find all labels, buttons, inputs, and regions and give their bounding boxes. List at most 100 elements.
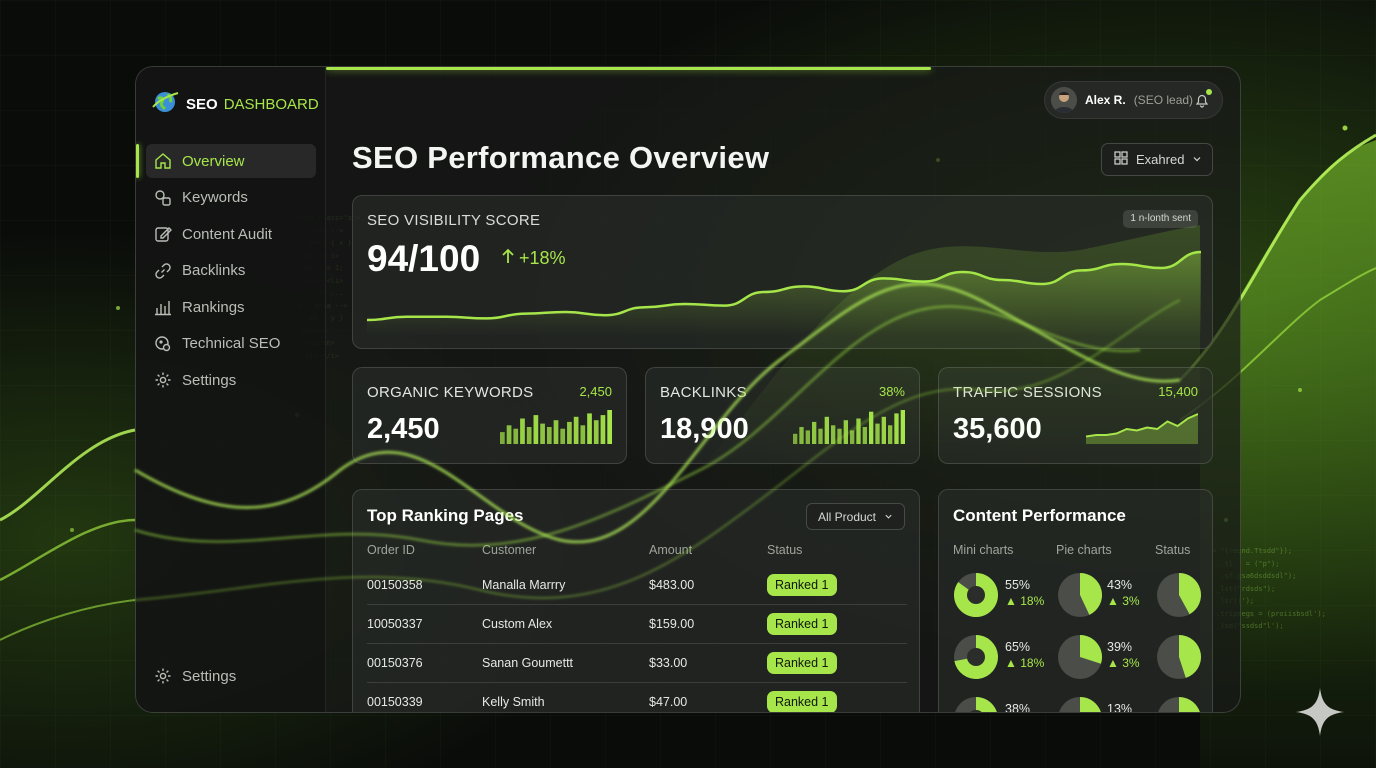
pie-slice [1179, 635, 1201, 678]
kpi-bar [513, 428, 519, 444]
kpi-bar [600, 415, 606, 444]
table-row[interactable]: 00150358 Manalla Marrry $483.00 Ranked 1 [367, 566, 907, 605]
sidebar-item-technical-seo[interactable]: Technical SEO [146, 327, 316, 361]
kpi-mini-chart [793, 410, 905, 444]
pie-chart [1058, 635, 1102, 679]
view-select[interactable]: Exahred [1101, 143, 1213, 176]
table-row[interactable]: 10050337 Custom Alex $159.00 Ranked 1 [367, 605, 907, 644]
kpi-label: TRAFFIC SESSIONS [953, 384, 1102, 401]
kpi-label: ORGANIC KEYWORDS [367, 384, 534, 401]
pie-chart [1058, 573, 1102, 617]
column-header: Mini charts [953, 543, 1014, 557]
kpi-card-organic-keywords: ORGANIC KEYWORDS 2,450 2,450 [352, 367, 627, 464]
mini-chart-percent: 38% [1005, 702, 1031, 713]
kpi-bar [869, 411, 874, 444]
kpi-bar [799, 427, 804, 444]
content-row[interactable]: 55% ▲ 18% 43% ▲ 3% [953, 572, 1203, 620]
globe-icon [150, 87, 180, 121]
pie-chart-delta: ▲ 3% [1107, 594, 1140, 608]
sidebar-item-settings[interactable]: Settings [146, 363, 316, 397]
donut-hole [967, 648, 985, 666]
sidebar: SEO DASHBOARD Overview Keywords Content … [136, 67, 326, 712]
cell-customer: Sanan Goumettt [482, 656, 574, 670]
column-header[interactable]: Customer [482, 543, 537, 557]
cell-order-id: 10050337 [367, 617, 423, 631]
sidebar-item-content-audit[interactable]: Content Audit [146, 217, 316, 251]
sidebar-item-label: Content Audit [182, 225, 273, 243]
product-filter-select[interactable]: All Product [806, 503, 905, 530]
avatar [1051, 87, 1077, 113]
donut-hole [970, 710, 982, 712]
grid-icon [1114, 151, 1128, 168]
sidebar-nav: Overview Keywords Content Audit Backlink… [136, 144, 316, 400]
kpi-bar [837, 428, 842, 444]
visibility-trend-area [367, 252, 1201, 336]
donut-hole [967, 586, 985, 604]
kpi-bar [553, 420, 559, 444]
user-menu[interactable]: Alex R. (SEO lead) [1044, 81, 1223, 119]
page-title: SEO Performance Overview [352, 140, 770, 175]
cell-customer: Manalla Marrry [482, 578, 566, 592]
app-window: SEO DASHBOARD Overview Keywords Content … [135, 66, 1241, 713]
kpi-bar [560, 428, 566, 444]
sidebar-item-overview[interactable]: Overview [136, 144, 316, 178]
status-badge: Ranked 1 [767, 574, 837, 596]
gear-icon [154, 667, 172, 685]
kpi-bar [506, 425, 512, 444]
sidebar-item-label: Technical SEO [182, 335, 281, 352]
delta-value: 18% [1020, 656, 1045, 670]
donut-chart [954, 635, 998, 679]
column-header[interactable]: Amount [649, 543, 693, 557]
table-row[interactable]: 00150376 Sanan Goumettt $33.00 Ranked 1 [367, 644, 907, 683]
keywords-icon [154, 189, 172, 207]
sidebar-bottom-settings[interactable]: Settings [154, 667, 236, 685]
view-select-label: Exahred [1136, 152, 1185, 167]
kpi-bar [587, 413, 592, 444]
mini-chart-percent: 55% [1005, 578, 1031, 592]
sidebar-item-keywords[interactable]: Keywords [146, 181, 316, 215]
sidebar-item-label: Settings [182, 371, 237, 389]
content-performance-card: Content Performance Mini charts Pie char… [938, 489, 1213, 713]
pie-slice [1179, 697, 1200, 712]
column-header[interactable]: Order ID [367, 543, 415, 557]
brand-logo[interactable]: SEO DASHBOARD [150, 87, 319, 121]
status-pie-chart [1157, 573, 1201, 617]
table-header: Order ID Customer Amount Status [367, 543, 907, 563]
column-header[interactable]: Status [767, 543, 803, 557]
user-role: (SEO lead) [1133, 93, 1194, 107]
kpi-bar [881, 416, 886, 444]
kpi-bar [546, 427, 552, 444]
kpi-value: 18,900 [660, 413, 749, 445]
status-badge: Ranked 1 [767, 691, 837, 712]
chevron-down-icon [884, 510, 893, 524]
cell-amount: $47.00 [649, 695, 688, 709]
sidebar-item-rankings[interactable]: Rankings [146, 290, 316, 324]
status-pie-chart [1158, 697, 1200, 712]
bar-chart-icon [154, 298, 172, 316]
content-row[interactable]: 38% 13% [953, 696, 1203, 713]
visibility-score-card: SEO VISIBILITY SCORE 94/100 +18% 1 n-lon… [352, 195, 1213, 349]
pie-chart-delta: ▲ 3% [1107, 656, 1140, 670]
column-header: Status [1155, 543, 1191, 557]
kpi-card-backlinks: BACKLINKS 38% 18,900 [645, 367, 920, 464]
kpi-bar [888, 425, 893, 444]
kpi-bar [812, 421, 817, 444]
notification-bell-icon[interactable] [1194, 92, 1210, 108]
mini-chart-delta: ▲ 18% [1005, 656, 1045, 670]
kpi-bar [818, 428, 823, 444]
brand-light-text: DASHBOARD [223, 95, 319, 113]
visibility-label: SEO VISIBILITY SCORE [367, 212, 541, 229]
kpi-bar [875, 423, 880, 444]
sidebar-item-label: Keywords [182, 189, 248, 206]
content-row[interactable]: 65% ▲ 18% 39% ▲ 3% [953, 634, 1203, 682]
cell-customer: Custom Alex [482, 617, 553, 631]
delta-value: 18% [1020, 594, 1045, 608]
sidebar-item-label: Rankings [182, 298, 245, 316]
period-badge[interactable]: 1 n-lonth sent [1123, 210, 1198, 228]
kpi-bar [573, 416, 579, 444]
cell-order-id: 00150339 [367, 695, 423, 709]
kpi-bar [850, 430, 855, 444]
kpi-bar [526, 427, 532, 444]
table-row[interactable]: 00150339 Kelly Smith $47.00 Ranked 1 [367, 683, 907, 712]
sidebar-item-backlinks[interactable]: Backlinks [146, 254, 316, 288]
